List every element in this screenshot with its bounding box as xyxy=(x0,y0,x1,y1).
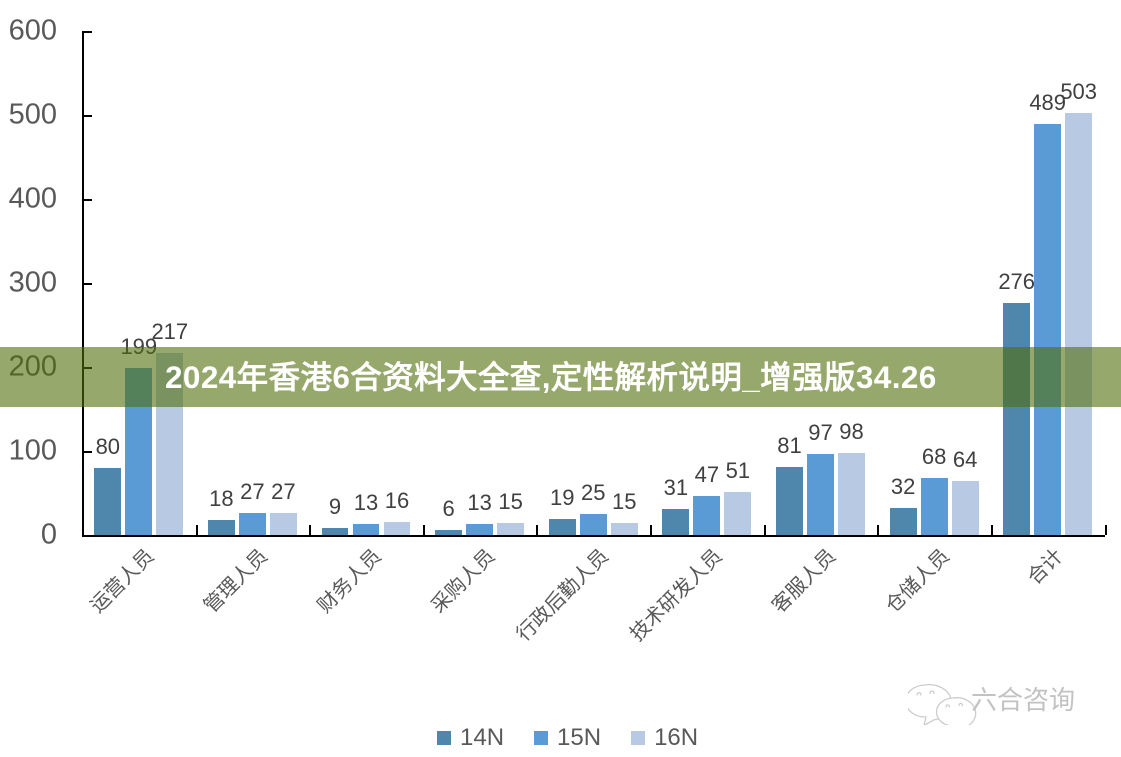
svg-text:六合咨询: 六合咨询 xyxy=(971,685,1075,715)
